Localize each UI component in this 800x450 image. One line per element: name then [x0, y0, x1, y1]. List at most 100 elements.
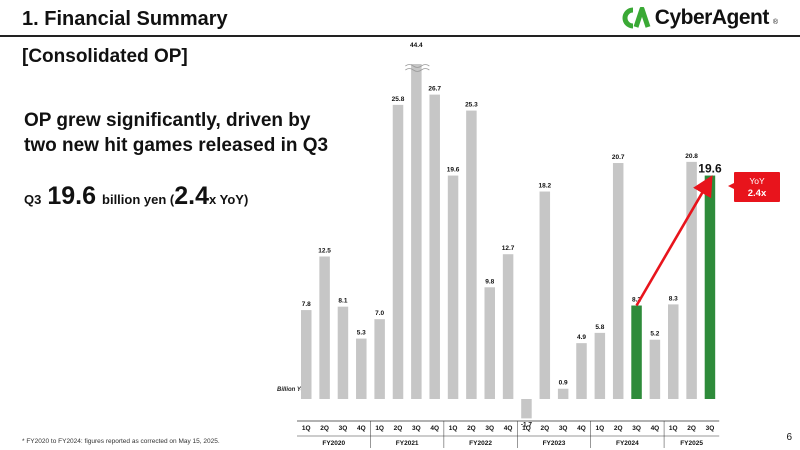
- bar-16: [594, 332, 606, 399]
- fy-label-4: FY2024: [616, 440, 639, 447]
- quarter-label-13: 2Q: [540, 425, 549, 432]
- bar-14: [557, 388, 569, 399]
- quarter-label-6: 3Q: [412, 425, 421, 432]
- headline-line-1: OP grew significantly, driven by: [24, 110, 311, 131]
- yoy-callout-line-2: 2.4x: [748, 188, 767, 199]
- axis-break-mark-bottom: [405, 68, 430, 72]
- quarter-label-11: 4Q: [504, 425, 513, 432]
- bar-22: [704, 175, 716, 399]
- bar-18: [631, 305, 642, 399]
- bar-0: [301, 310, 312, 399]
- quarter-label-18: 3Q: [632, 425, 641, 432]
- logo-registered-mark: ®: [772, 19, 778, 26]
- fy-label-3: FY2023: [543, 440, 566, 447]
- bar-21: [686, 161, 697, 399]
- kpi-suffix: x YoY): [209, 192, 249, 207]
- quarter-label-4: 1Q: [375, 425, 384, 432]
- quarter-label-22: 3Q: [706, 425, 715, 432]
- quarter-label-8: 1Q: [449, 425, 458, 432]
- bar-3: [356, 338, 367, 399]
- quarter-label-2: 3Q: [339, 425, 348, 432]
- bar-value-label-15: 4.9: [577, 334, 586, 341]
- bar-value-label-7: 26.7: [428, 86, 441, 93]
- headline: OP grew significantly, driven by two new…: [24, 108, 354, 158]
- bar-15: [576, 343, 587, 399]
- bar-value-label-13: 18.2: [538, 183, 551, 190]
- quarter-label-1: 2Q: [320, 425, 329, 432]
- page-number: 6: [786, 432, 792, 443]
- yoy-callout-pointer: [728, 183, 734, 189]
- yoy-callout-line-1: YoY: [749, 176, 765, 186]
- bar-value-label-12: -1.7: [521, 421, 533, 428]
- quarter-label-7: 4Q: [430, 425, 439, 432]
- bar-11: [502, 254, 514, 399]
- quarter-label-5: 2Q: [394, 425, 403, 432]
- kpi-unit: billion yen (: [102, 192, 175, 207]
- yoy-callout-box: [734, 172, 780, 202]
- bar-value-label-5: 25.8: [392, 96, 405, 103]
- headline-line-2: two new hit games released in Q3: [24, 135, 329, 156]
- bar-6: [411, 64, 422, 399]
- bar-value-label-20: 8.3: [669, 295, 678, 302]
- bar-4: [374, 319, 385, 399]
- bar-value-label-9: 25.3: [465, 102, 478, 109]
- unit-label: Billion Yen: [277, 387, 308, 393]
- fy-label-0: FY2020: [322, 440, 345, 447]
- quarter-label-0: 1Q: [302, 425, 311, 432]
- kpi-prefix: Q3: [24, 192, 42, 207]
- bar-value-label-19: 5.2: [650, 331, 659, 338]
- quarter-label-17: 2Q: [614, 425, 623, 432]
- quarter-label-19: 4Q: [651, 425, 660, 432]
- bar-12: [521, 399, 532, 419]
- kpi-multiple: 2.4: [174, 182, 210, 210]
- bar-value-label-18: 8.2: [632, 297, 641, 304]
- quarter-label-10: 3Q: [485, 425, 494, 432]
- cyberagent-logo-icon: [622, 7, 651, 29]
- bar-20: [668, 304, 679, 399]
- kpi-value: 19.6: [47, 182, 97, 210]
- bar-19: [649, 339, 661, 399]
- bar-value-label-21: 20.8: [685, 153, 698, 160]
- kpi-summary: Q3 19.6 billion yen ( 2.4 x YoY): [24, 182, 248, 211]
- bar-value-label-11: 12.7: [502, 245, 515, 252]
- bar-value-label-1: 12.5: [318, 248, 331, 255]
- sub-title: [Consolidated OP]: [22, 46, 188, 67]
- fy-label-2: FY2022: [469, 440, 492, 447]
- fy-label-5: FY2025: [680, 440, 703, 447]
- quarter-label-15: 4Q: [577, 425, 586, 432]
- quarter-label-14: 3Q: [559, 425, 568, 432]
- bar-value-label-22: 19.6: [698, 162, 722, 176]
- quarter-label-20: 1Q: [669, 425, 678, 432]
- bar-13: [539, 191, 551, 399]
- bar-9: [466, 110, 477, 399]
- bar-value-label-16: 5.8: [595, 324, 604, 331]
- section-title: 1. Financial Summary: [22, 8, 228, 30]
- bar-value-label-17: 20.7: [612, 154, 625, 161]
- yoy-growth-arrow: [635, 175, 713, 307]
- bar-value-label-10: 9.8: [485, 278, 494, 285]
- bar-value-label-14: 0.9: [559, 380, 568, 387]
- fy-label-1: FY2021: [396, 440, 419, 447]
- bar-value-label-0: 7.8: [302, 301, 311, 308]
- bar-2: [337, 306, 349, 399]
- quarter-label-9: 2Q: [467, 425, 476, 432]
- bar-value-label-2: 8.1: [338, 298, 347, 305]
- bar-1: [319, 256, 330, 399]
- axis-break-mark-top: [405, 64, 430, 68]
- bar-value-label-4: 7.0: [375, 310, 384, 317]
- bar-7: [429, 94, 440, 400]
- quarter-label-3: 4Q: [357, 425, 366, 432]
- quarter-label-16: 1Q: [596, 425, 605, 432]
- bar-8: [447, 175, 459, 399]
- logo-text: CyberAgent: [654, 6, 770, 29]
- bar-value-label-8: 19.6: [447, 167, 460, 174]
- bar-5: [392, 104, 404, 399]
- company-logo: CyberAgent ®: [621, 6, 778, 30]
- footnote: * FY2020 to FY2024: figures reported as …: [22, 438, 220, 445]
- quarter-label-21: 2Q: [687, 425, 696, 432]
- quarter-label-12: 1Q: [522, 425, 531, 432]
- title-divider: [0, 35, 800, 37]
- bar-value-label-3: 5.3: [357, 330, 366, 337]
- bar-10: [484, 287, 495, 399]
